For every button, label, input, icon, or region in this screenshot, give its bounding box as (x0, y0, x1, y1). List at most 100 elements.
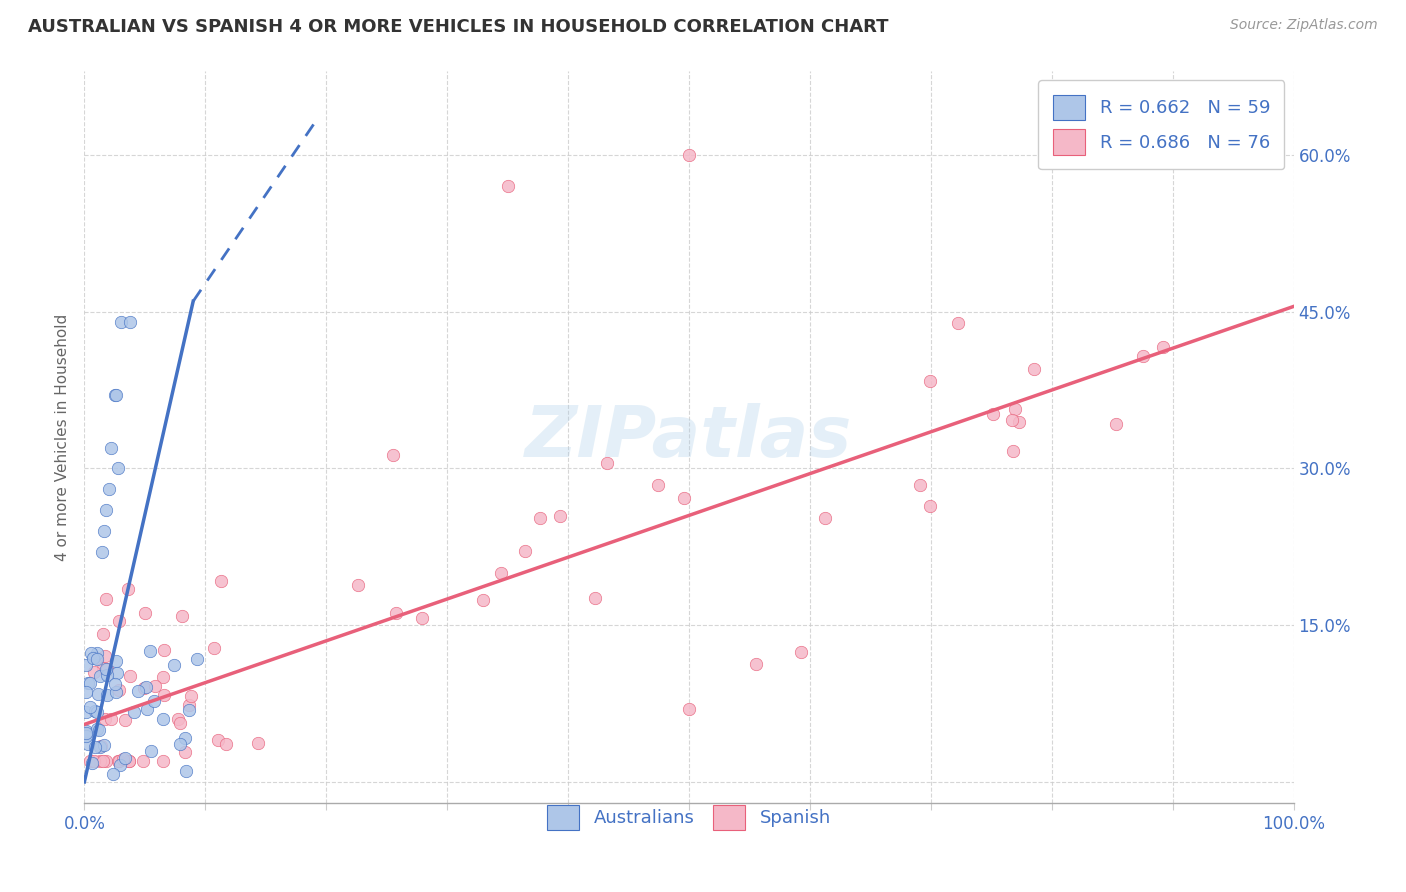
Point (82, 650, 104, 665)
Point (1024, 361, 1046, 376)
Point (173, 731, 195, 746)
Point (110, 758, 132, 772)
Point (83, 704, 105, 718)
Point (1152, 340, 1174, 354)
Point (93, 738, 115, 752)
Point (135, 680, 157, 694)
Text: Source: ZipAtlas.com: Source: ZipAtlas.com (1230, 18, 1378, 32)
Legend: Australians, Spanish: Australians, Spanish (540, 797, 838, 838)
Point (529, 511, 551, 525)
Point (347, 578, 370, 592)
Point (152, 689, 174, 703)
Text: ZIPatlas: ZIPatlas (526, 402, 852, 472)
Point (100, 712, 122, 726)
Point (153, 643, 176, 657)
Point (177, 698, 200, 713)
Point (163, 657, 186, 672)
Point (167, 711, 190, 725)
Point (91, 626, 114, 640)
Point (91, 754, 114, 768)
Point (814, 510, 837, 524)
Point (117, 582, 139, 596)
Point (382, 448, 405, 462)
Point (100, 441, 122, 455)
Point (136, 702, 159, 716)
Point (104, 685, 127, 699)
Point (207, 733, 229, 747)
Point (117, 754, 139, 768)
Point (89, 669, 111, 683)
Point (918, 500, 941, 514)
Point (89, 723, 111, 738)
Point (96, 688, 118, 702)
Point (104, 388, 127, 402)
Point (411, 610, 433, 624)
Point (583, 591, 606, 605)
Point (152, 670, 174, 684)
Point (496, 179, 519, 194)
Point (1105, 417, 1128, 431)
Point (174, 745, 197, 759)
Point (94, 712, 117, 726)
Point (94, 592, 117, 607)
Point (76, 676, 98, 690)
Point (513, 544, 536, 558)
Point (104, 654, 127, 668)
Point (384, 606, 406, 620)
Point (202, 640, 225, 655)
Point (983, 407, 1005, 421)
Point (471, 593, 494, 607)
Point (672, 491, 695, 506)
Point (94, 503, 117, 517)
Point (186, 652, 208, 666)
Point (1001, 413, 1024, 427)
Point (118, 754, 141, 768)
Point (1008, 415, 1031, 429)
Point (83, 665, 105, 679)
Point (86, 722, 108, 736)
Point (134, 681, 156, 695)
Point (596, 456, 619, 470)
Point (918, 374, 941, 388)
Point (647, 478, 669, 492)
Point (104, 677, 127, 691)
Point (122, 705, 145, 719)
Point (90, 739, 112, 753)
Point (152, 754, 174, 768)
Point (96, 754, 118, 768)
Point (170, 609, 193, 624)
Point (946, 316, 969, 330)
Point (101, 767, 124, 781)
Point (114, 751, 136, 765)
Y-axis label: 4 or more Vehicles in Household: 4 or more Vehicles in Household (55, 313, 70, 561)
Point (127, 684, 149, 698)
Point (104, 388, 127, 402)
Point (75, 726, 97, 740)
Point (86, 705, 108, 719)
Point (77, 737, 100, 751)
Point (75, 729, 97, 743)
Point (177, 703, 200, 717)
Point (86, 687, 108, 701)
Point (138, 644, 160, 658)
Point (84, 740, 107, 755)
Point (96, 662, 118, 676)
Point (80, 646, 103, 660)
Point (96, 662, 118, 676)
Point (132, 754, 155, 768)
Point (80, 756, 103, 770)
Point (89, 740, 111, 755)
Point (745, 657, 768, 671)
Point (111, 752, 134, 766)
Point (120, 315, 142, 329)
Point (678, 702, 700, 716)
Point (169, 715, 191, 730)
Text: AUSTRALIAN VS SPANISH 4 OR MORE VEHICLES IN HOUSEHOLD CORRELATION CHART: AUSTRALIAN VS SPANISH 4 OR MORE VEHICLES… (28, 18, 889, 36)
Point (107, 754, 129, 768)
Point (180, 689, 202, 703)
Point (152, 712, 174, 726)
Point (139, 744, 162, 758)
Point (1001, 444, 1024, 458)
Point (86, 650, 108, 665)
Point (247, 736, 270, 750)
